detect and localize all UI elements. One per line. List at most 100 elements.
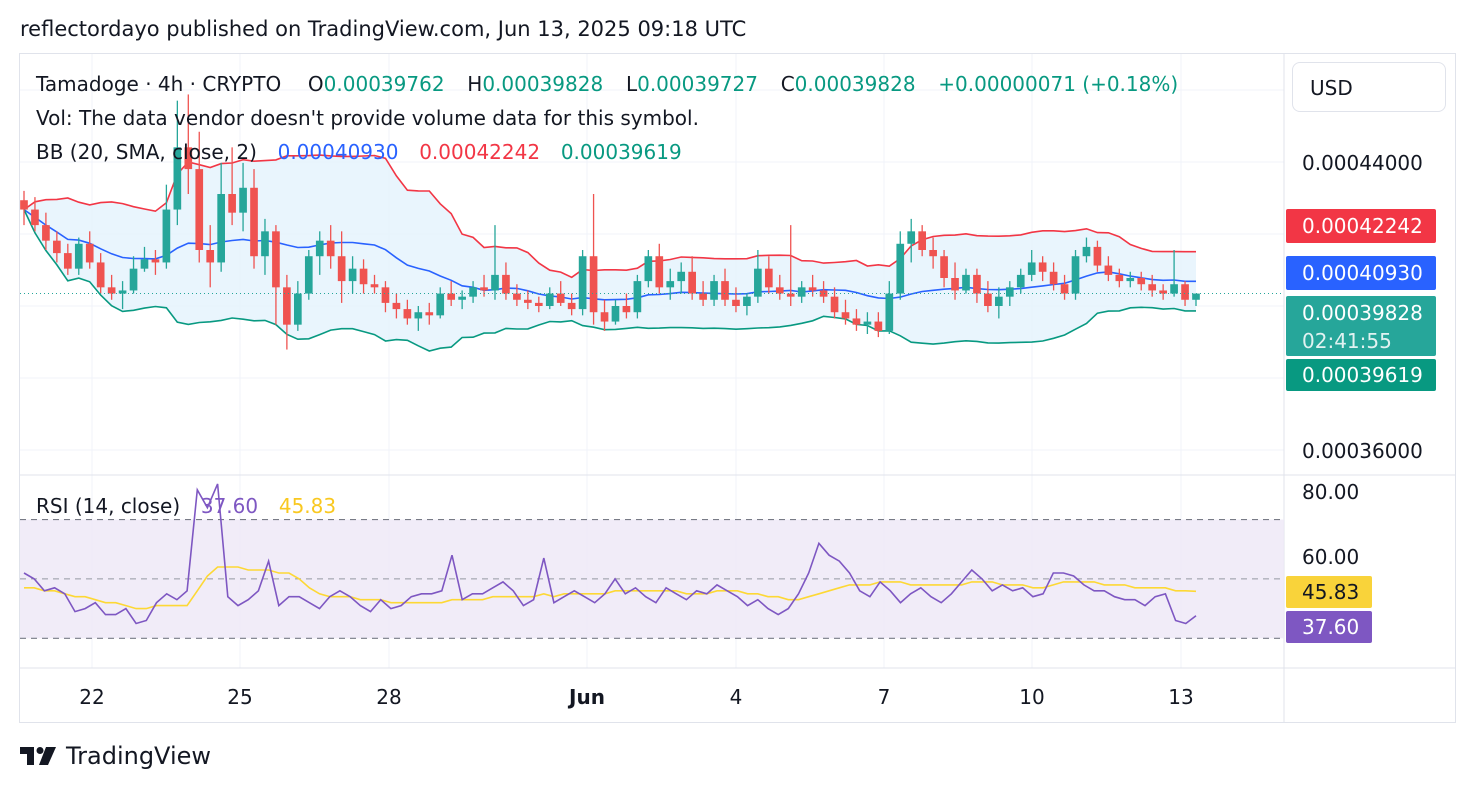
candle-body xyxy=(578,256,587,310)
candle-body xyxy=(1038,262,1047,272)
bar-countdown: 02:41:55 xyxy=(1302,329,1392,353)
candle-body xyxy=(195,169,204,250)
time-axis-label: 25 xyxy=(227,685,253,709)
candle-body xyxy=(480,287,488,291)
time-axis-label: 28 xyxy=(376,685,402,709)
candle-body xyxy=(677,271,686,282)
candle-body xyxy=(436,293,445,316)
candle-body xyxy=(819,290,828,297)
time-axis-label: 10 xyxy=(1019,685,1045,709)
candle-body xyxy=(743,296,751,306)
candle-body xyxy=(392,302,401,310)
candle-body xyxy=(644,256,653,282)
candle-body xyxy=(633,281,642,313)
candle-body xyxy=(1159,290,1167,294)
bb-lower-value: 0.00039619 xyxy=(560,140,682,164)
bb-lower-line xyxy=(23,209,1196,352)
candle-body xyxy=(107,287,116,294)
candle-body xyxy=(458,296,466,300)
rsi-tag: 37.60 xyxy=(1286,611,1372,643)
candle-body xyxy=(184,147,193,170)
candle-body xyxy=(732,299,740,306)
open-label: O xyxy=(307,72,324,96)
candle-body xyxy=(775,287,784,294)
chart-frame[interactable] xyxy=(19,53,1456,723)
candle-body xyxy=(1071,256,1080,294)
candle-body xyxy=(447,293,456,300)
candle-body xyxy=(315,240,324,257)
symbol-title[interactable]: Tamadoge · 4h · CRYPTO xyxy=(36,72,282,96)
candle-body xyxy=(53,240,61,254)
candle-body xyxy=(852,318,861,325)
candle-body xyxy=(337,256,346,282)
candle-body xyxy=(940,256,948,278)
bb-label[interactable]: BB (20, SMA, close, 2) xyxy=(36,140,257,164)
rsi-ma-tag: 45.83 xyxy=(1286,576,1372,608)
rsi-axis-label: 60.00 xyxy=(1302,545,1360,569)
bb-upper-line xyxy=(23,154,1196,279)
candle-body xyxy=(239,187,247,213)
tradingview-brand[interactable]: TradingView xyxy=(20,742,211,770)
high-label: H xyxy=(467,72,483,96)
bb-upper-tag: 0.00042242 xyxy=(1286,209,1436,243)
candle-body xyxy=(348,268,357,282)
candle-body xyxy=(293,293,302,325)
price-axis-label: 0.00044000 xyxy=(1302,151,1423,175)
candle-body xyxy=(863,321,872,325)
candle-body xyxy=(381,287,390,303)
candle-body xyxy=(272,231,280,288)
time-axis-label: 4 xyxy=(729,685,743,709)
rsi-value: 37.60 xyxy=(200,494,259,518)
candle-body xyxy=(1049,271,1058,285)
candle-body xyxy=(567,302,576,310)
candle-body xyxy=(874,321,883,331)
bb-lower-tag: 0.00039619 xyxy=(1286,359,1436,391)
rsi-axis-label: 80.00 xyxy=(1302,480,1360,504)
candle-body xyxy=(688,271,696,294)
brand-name: TradingView xyxy=(66,742,212,770)
time-axis-label: 13 xyxy=(1168,685,1194,709)
bb-upper-value: 0.00042242 xyxy=(419,140,541,164)
candle-body xyxy=(513,293,521,300)
candle-body xyxy=(63,253,72,269)
bb-legend: BB (20, SMA, close, 2) 0.00040930 0.0004… xyxy=(36,140,682,164)
candle-body xyxy=(666,281,675,288)
candle-body xyxy=(786,293,795,297)
candle-body xyxy=(534,302,543,306)
candle-body xyxy=(20,200,28,210)
candle-body xyxy=(1016,274,1025,288)
currency-button[interactable]: USD xyxy=(1292,62,1446,112)
candle-body xyxy=(896,243,905,294)
candle-body xyxy=(326,240,335,257)
candle-body xyxy=(129,268,138,291)
candle-body xyxy=(403,309,412,319)
candle-body xyxy=(907,231,916,244)
candle-body xyxy=(589,256,598,313)
close-value: 0.00039828 xyxy=(794,72,916,96)
candle-body xyxy=(710,281,718,300)
candle-body xyxy=(217,194,225,263)
candle-body xyxy=(764,268,773,288)
candle-body xyxy=(1137,278,1146,285)
last-price-value: 0.00039828 xyxy=(1302,301,1423,325)
rsi-legend: RSI (14, close) 37.60 45.83 xyxy=(36,494,336,518)
time-axis-label: 22 xyxy=(79,685,105,709)
candle-body xyxy=(1082,246,1091,257)
candle-body xyxy=(151,259,160,263)
candle-body xyxy=(228,194,236,213)
change-value: +0.00000071 (+0.18%) xyxy=(938,72,1179,96)
candle-body xyxy=(370,284,379,288)
candle-body xyxy=(261,231,269,257)
rsi-label[interactable]: RSI (14, close) xyxy=(36,494,181,518)
candle-body xyxy=(1192,293,1200,300)
time-axis-label: 7 xyxy=(877,685,891,709)
candle-body xyxy=(841,312,850,319)
candle-body xyxy=(206,250,215,263)
candle-body xyxy=(1148,284,1157,291)
rsi-ma-value: 45.83 xyxy=(278,494,337,518)
candle-body xyxy=(425,312,434,316)
low-value: 0.00039727 xyxy=(637,72,758,96)
candle-body xyxy=(1170,284,1178,294)
candle-body xyxy=(699,293,707,300)
